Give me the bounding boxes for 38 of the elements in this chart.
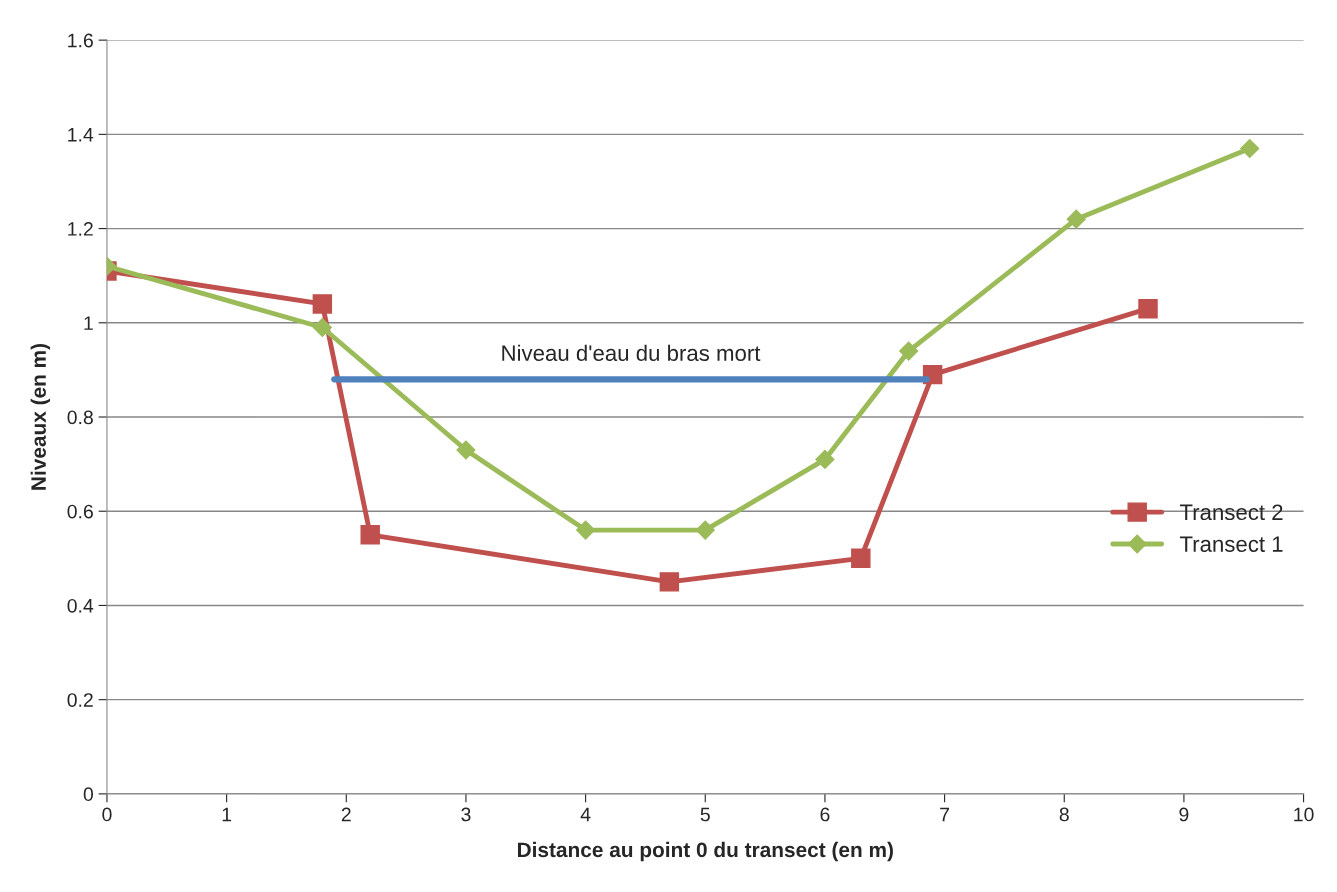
y-axis-title: Niveaux (en m) — [30, 343, 51, 490]
x-tick-label: 2 — [341, 807, 351, 822]
point — [576, 520, 596, 540]
x-tick-label: 4 — [580, 807, 591, 822]
point — [695, 520, 715, 540]
point — [1240, 138, 1260, 159]
y-tick-label: 0.4 — [67, 598, 94, 613]
x-tick-label: 9 — [1179, 807, 1189, 822]
y-tick-label: 1 — [84, 316, 93, 330]
y-tick-label: 0.2 — [67, 693, 93, 707]
y-tick-label: 1.6 — [68, 33, 93, 48]
x-tick-label: 0 — [102, 807, 112, 822]
x-tick-label: 8 — [1059, 807, 1069, 822]
point — [312, 317, 332, 338]
x-axis-title: Distance au point 0 du transect (en m) — [517, 841, 893, 862]
point — [815, 449, 835, 469]
y-tick-label: 0.8 — [67, 410, 93, 425]
y-tick-label: 1.2 — [68, 222, 93, 236]
y-tick-label: 1.4 — [68, 128, 94, 142]
point — [1138, 298, 1158, 319]
point — [456, 440, 476, 460]
point — [899, 341, 919, 361]
point — [659, 572, 680, 592]
y-tick-label: 0 — [83, 787, 94, 802]
x-tick-label: 10 — [1294, 807, 1314, 822]
x-tick-label: 7 — [940, 807, 950, 822]
x-tick-label: 1 — [222, 807, 232, 822]
point — [1066, 209, 1086, 229]
x-tick-label: 5 — [700, 807, 710, 822]
annotation: Niveau d'eau du bras mort — [502, 344, 761, 362]
point — [851, 548, 871, 569]
point — [360, 525, 380, 545]
y-tick-label: 0.6 — [67, 504, 93, 519]
legend-label: Transect 2 — [1179, 504, 1283, 521]
point — [312, 294, 333, 314]
x-tick-label: 6 — [820, 807, 830, 822]
x-tick-label: 3 — [461, 807, 471, 822]
legend-label: Transect 1 — [1179, 536, 1283, 552]
